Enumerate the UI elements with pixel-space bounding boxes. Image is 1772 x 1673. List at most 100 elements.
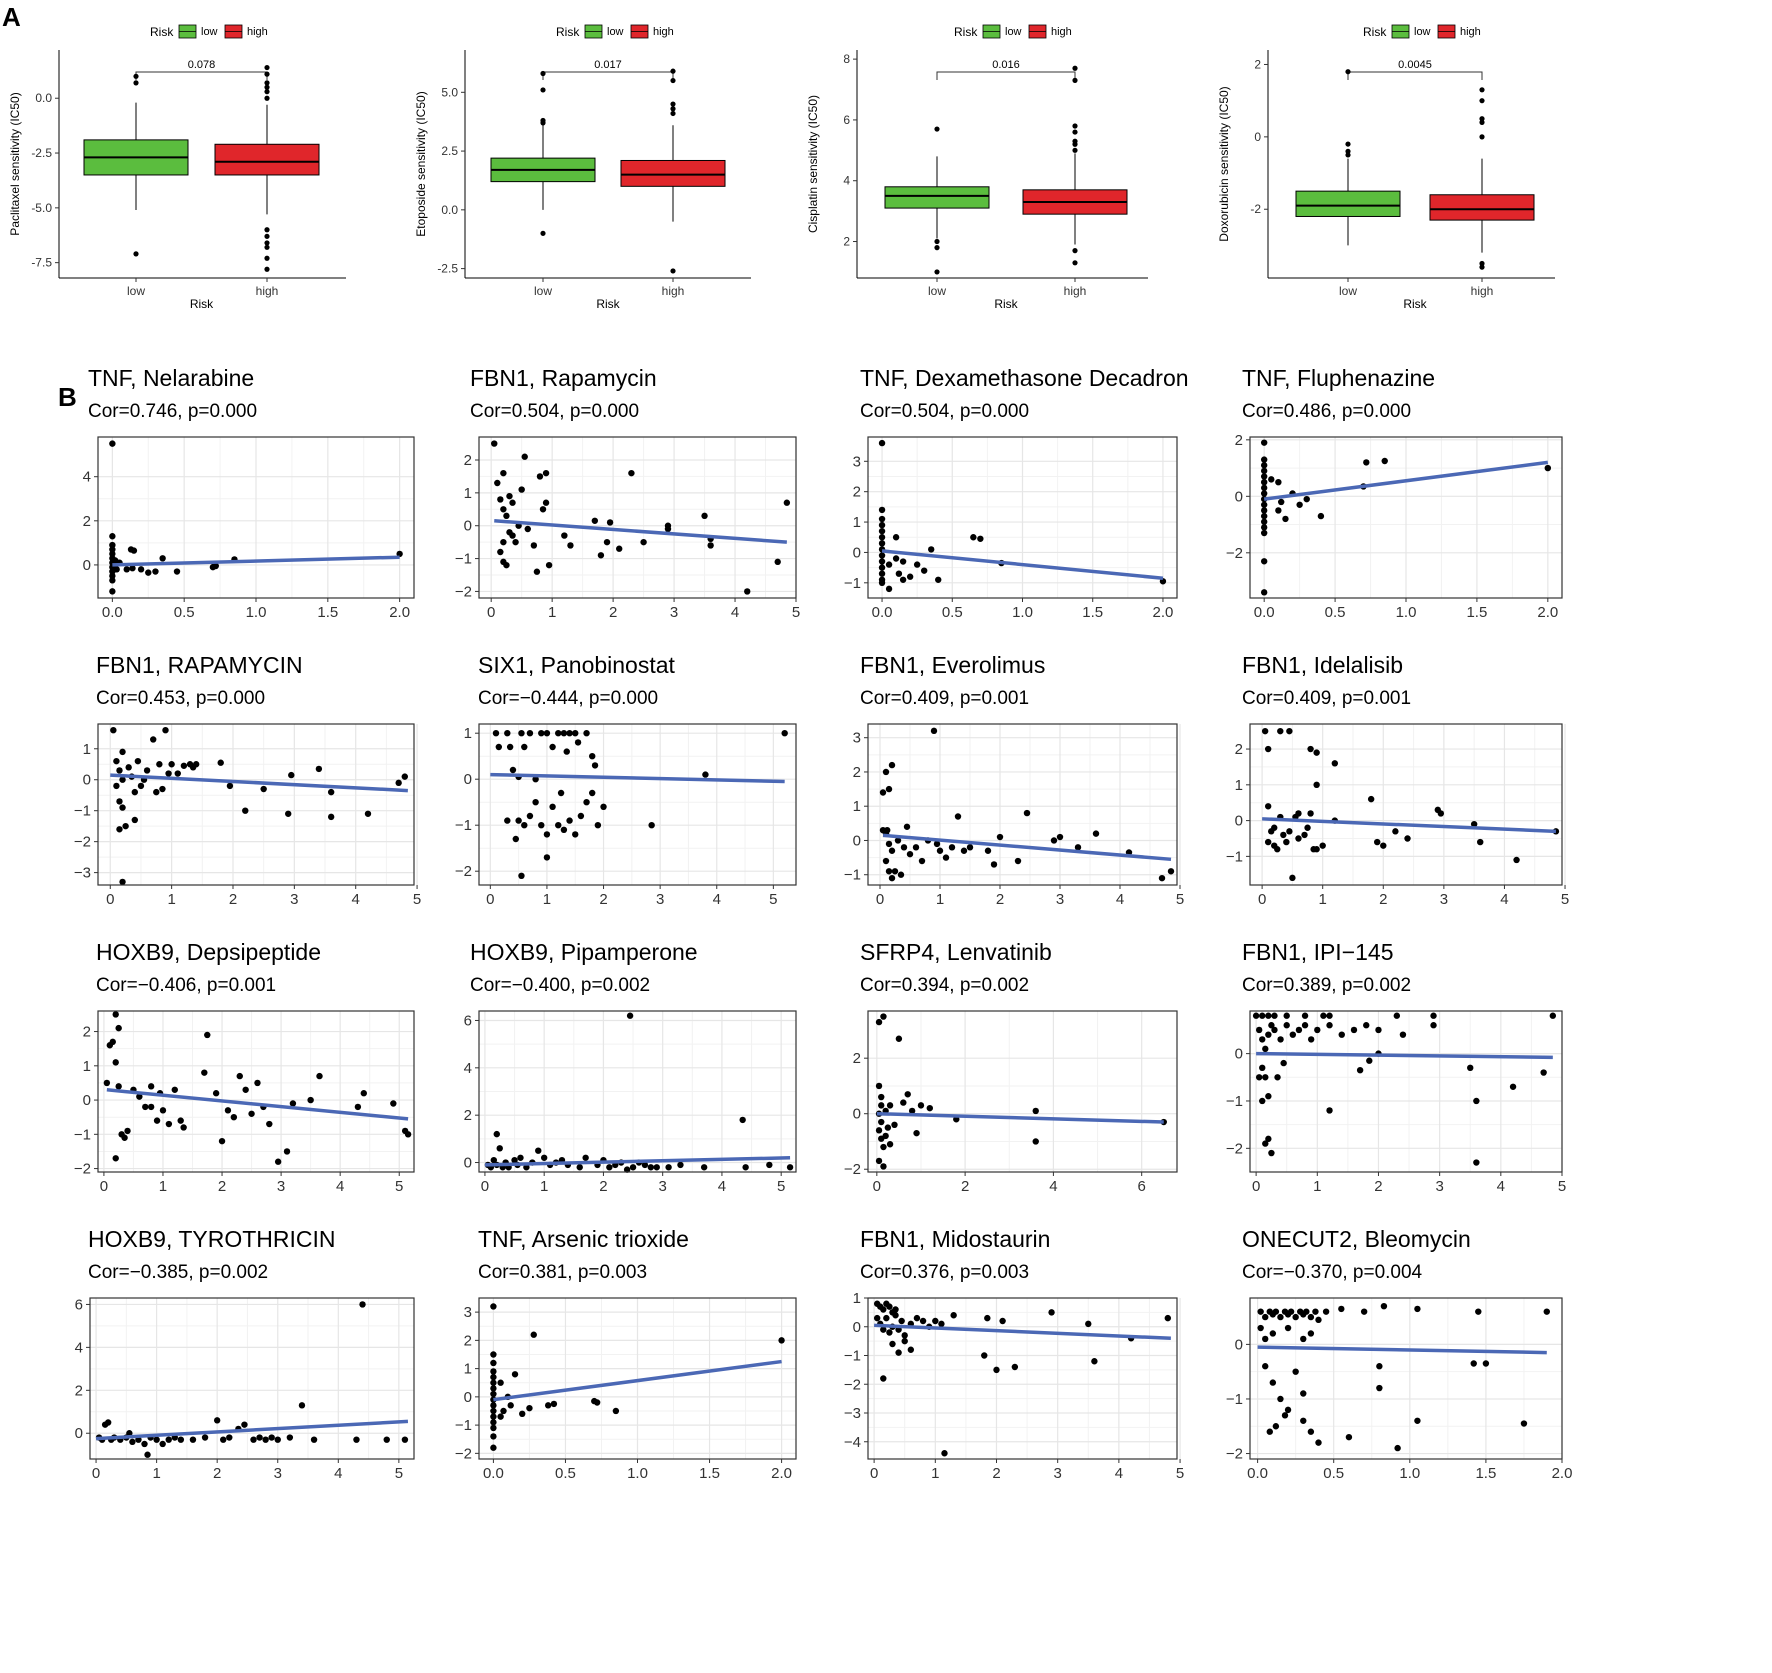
plot-title: FBN1, RAPAMYCIN bbox=[96, 652, 303, 678]
data-point bbox=[121, 1135, 127, 1141]
data-point bbox=[885, 1124, 891, 1130]
plot-subtitle: Cor=−0.444, p=0.000 bbox=[478, 688, 658, 709]
data-point bbox=[365, 811, 371, 817]
data-point bbox=[1033, 1138, 1039, 1144]
x-tick-label: 4 bbox=[334, 1465, 342, 1482]
data-point bbox=[119, 749, 125, 755]
data-point bbox=[504, 817, 510, 823]
y-tick-label: −1 bbox=[844, 1348, 861, 1365]
data-point bbox=[174, 568, 180, 574]
y-tick-label: 1 bbox=[853, 1290, 861, 1307]
data-point bbox=[521, 822, 527, 828]
data-point bbox=[914, 1315, 920, 1321]
y-tick-label: −1 bbox=[1226, 1093, 1243, 1110]
y-tick-label: 2 bbox=[464, 452, 472, 469]
x-tick-label: 0 bbox=[92, 1465, 100, 1482]
data-point bbox=[242, 1087, 248, 1093]
x-tick-label: 2.0 bbox=[1552, 1465, 1573, 1482]
data-point bbox=[567, 542, 573, 548]
box-outlier bbox=[670, 111, 675, 116]
legend-label-high: high bbox=[1051, 26, 1072, 38]
data-point bbox=[503, 513, 509, 519]
box-outlier bbox=[540, 231, 545, 236]
pvalue-label: 0.0045 bbox=[1398, 59, 1432, 71]
data-point bbox=[874, 1315, 880, 1321]
data-point bbox=[900, 558, 906, 564]
box-outlier bbox=[1479, 87, 1484, 92]
data-point bbox=[1483, 1360, 1489, 1366]
data-point bbox=[1273, 1308, 1279, 1314]
data-point bbox=[1286, 728, 1292, 734]
x-tick-label: 0.5 bbox=[1323, 1465, 1344, 1482]
x-tick-label: 2 bbox=[992, 1465, 1000, 1482]
y-tick-label: 2 bbox=[1254, 57, 1261, 71]
y-tick-label: 6 bbox=[75, 1296, 83, 1313]
data-point bbox=[1024, 810, 1030, 816]
data-point bbox=[1262, 728, 1268, 734]
x-tick-label: 3 bbox=[1056, 891, 1064, 908]
data-point bbox=[497, 549, 503, 555]
data-point bbox=[509, 532, 515, 538]
data-point bbox=[490, 1374, 496, 1380]
data-point bbox=[1394, 1013, 1400, 1019]
data-point bbox=[1300, 1336, 1306, 1342]
data-point bbox=[775, 559, 781, 565]
x-tick-label: 0.0 bbox=[1247, 1465, 1268, 1482]
y-tick-label: −1 bbox=[1226, 848, 1243, 865]
box-outlier bbox=[1072, 260, 1077, 265]
data-point bbox=[515, 817, 521, 823]
data-point bbox=[1380, 842, 1386, 848]
data-point bbox=[892, 868, 898, 874]
data-point bbox=[1265, 1093, 1271, 1099]
data-point bbox=[144, 1452, 150, 1458]
data-point bbox=[1256, 1027, 1262, 1033]
y-axis-title: Cisplatin sensitivity (IC50) bbox=[806, 95, 820, 233]
y-tick-label: −1 bbox=[455, 551, 472, 568]
data-point bbox=[531, 542, 537, 548]
data-point bbox=[886, 561, 892, 567]
data-point bbox=[1376, 1363, 1382, 1369]
data-point bbox=[512, 1371, 518, 1377]
data-point bbox=[122, 823, 128, 829]
data-point bbox=[1302, 1013, 1308, 1019]
data-point bbox=[883, 858, 889, 864]
data-point bbox=[1296, 1027, 1302, 1033]
x-tick-label: 4 bbox=[1049, 1178, 1057, 1195]
data-point bbox=[113, 783, 119, 789]
data-point bbox=[116, 826, 122, 832]
data-point bbox=[583, 799, 589, 805]
x-tick-label: 1 bbox=[159, 1178, 167, 1195]
scatter-plot-12: FBN1, IPI−145Cor=0.389, p=0.0020 1 2 3 4 5−2−… bbox=[1226, 939, 1566, 1195]
data-point bbox=[538, 822, 544, 828]
boxplot-4: 20-2Doxorubicin sensitivity (IC50)low hig… bbox=[1217, 25, 1555, 311]
data-point bbox=[564, 748, 570, 754]
x-tick-label: 1.5 bbox=[1475, 1465, 1496, 1482]
x-tick-label: low bbox=[1339, 284, 1357, 298]
data-point bbox=[900, 577, 906, 583]
data-point bbox=[316, 766, 322, 772]
plot-subtitle: Cor=−0.406, p=0.001 bbox=[96, 975, 276, 996]
data-point bbox=[160, 1107, 166, 1113]
data-point bbox=[1261, 439, 1267, 445]
y-tick-label: −2 bbox=[844, 1376, 861, 1393]
data-point bbox=[1286, 828, 1292, 834]
data-point bbox=[938, 1321, 944, 1327]
data-point bbox=[1326, 1013, 1332, 1019]
y-tick-label: 0 bbox=[75, 1425, 83, 1442]
x-tick-label: 0 bbox=[1258, 891, 1266, 908]
data-point bbox=[627, 1013, 633, 1019]
data-point bbox=[202, 1434, 208, 1440]
data-point bbox=[159, 555, 165, 561]
data-point bbox=[1414, 1418, 1420, 1424]
data-point bbox=[1363, 1022, 1369, 1028]
x-tick-label: 2 bbox=[599, 1178, 607, 1195]
data-point bbox=[896, 1036, 902, 1042]
data-point bbox=[702, 771, 708, 777]
data-point bbox=[148, 1104, 154, 1110]
box-outlier bbox=[540, 71, 545, 76]
legend-title: Risk bbox=[150, 25, 174, 39]
x-tick-label: 1.0 bbox=[1396, 604, 1417, 621]
y-tick-label: 0 bbox=[83, 557, 91, 574]
pvalue-label: 0.016 bbox=[992, 59, 1020, 71]
data-point bbox=[507, 744, 513, 750]
